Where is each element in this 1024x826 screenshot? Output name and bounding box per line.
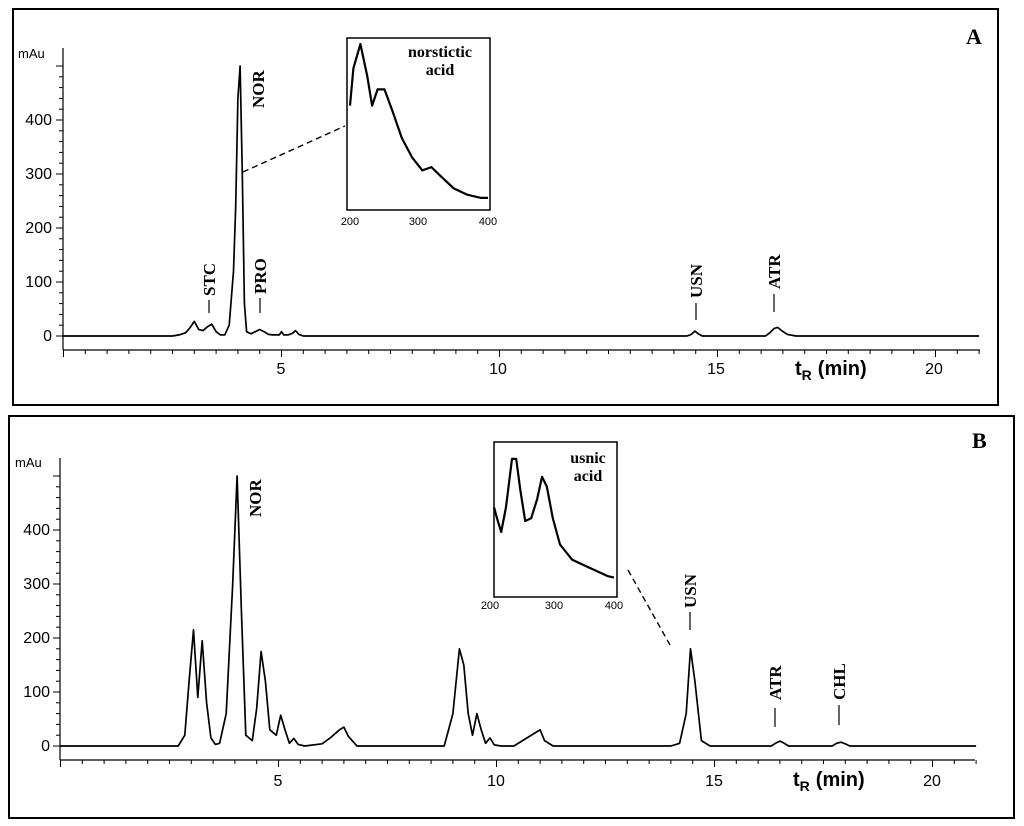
panel-a-peak-usn-label: USN — [687, 263, 706, 298]
panel-b-peak-usn-label: USN — [681, 573, 700, 608]
panel-b-xtick-15: 15 — [705, 773, 723, 790]
panel-a-peak-pro: PRO — [251, 258, 270, 313]
panel-b-peak-nor-label: NOR — [246, 479, 265, 518]
panel-b-inset-xtick-300: 300 — [545, 600, 563, 612]
panel-a-xtick-5: 5 — [277, 361, 286, 378]
panel-a-xtick-15: 15 — [707, 361, 725, 378]
panel-a-peak-usn: USN — [687, 263, 706, 320]
panel-a-xtick-10: 10 — [489, 361, 507, 378]
panel-b-ytick-0: 0 — [41, 738, 50, 755]
panel-b-inset-title-2: acid — [574, 468, 603, 485]
panel-a-y-unit: mAu — [18, 46, 45, 61]
panel-a-ytick-300: 300 — [25, 166, 52, 183]
panel-a-ytick-200: 200 — [25, 220, 52, 237]
panel-a-inset-trace — [348, 42, 488, 199]
panel-a-inset: norstictic acid 200 300 400 — [242, 37, 497, 228]
panel-b-letter: B — [972, 428, 987, 453]
panel-a-trace — [63, 65, 980, 337]
panel-b-inset-trace — [492, 457, 615, 579]
panel-b: B mAu 400 300 200 100 0 5 10 15 20 tR (mi… — [8, 415, 1015, 819]
panel-a-peak-pro-label: PRO — [251, 258, 270, 294]
panel-b-peak-usn: USN — [681, 573, 700, 630]
panel-b-xtick-10: 10 — [487, 773, 505, 790]
panel-a-peak-stc-label: STC — [200, 263, 219, 296]
panel-a-peak-stc: STC — [200, 263, 219, 313]
panel-b-ytick-300: 300 — [23, 576, 50, 593]
panel-a-peak-atr: ATR — [765, 254, 784, 312]
panel-a-letter: A — [966, 24, 982, 49]
panel-b-peak-nor: NOR — [246, 479, 265, 518]
panel-a-ytick-100: 100 — [25, 274, 52, 291]
panel-b-ytick-400: 400 — [23, 522, 50, 539]
panel-b-xtick-20: 20 — [923, 773, 941, 790]
panel-b-inset-connector — [627, 569, 671, 646]
panel-b-xtick-5: 5 — [274, 773, 283, 790]
panel-a-peak-nor-label: NOR — [249, 70, 268, 109]
panel-a-inset-xtick-300: 300 — [409, 216, 427, 228]
panel-a-minor-ticks — [56, 65, 980, 357]
panel-a: A mAu 400 300 200 100 0 5 10 15 20 tR (mi… — [12, 8, 999, 406]
panel-a-inset-xtick-400: 400 — [479, 216, 497, 228]
panel-b-ytick-100: 100 — [23, 684, 50, 701]
panel-a-inset-title-1: norstictic — [408, 44, 472, 61]
panel-a-inset-title-2: acid — [426, 62, 455, 79]
panel-b-peak-chl-label: CHL — [830, 663, 849, 700]
panel-b-minor-ticks — [53, 475, 977, 767]
panel-a-peak-atr-label: ATR — [765, 254, 784, 289]
panel-b-trace — [60, 475, 977, 747]
panel-a-x-title: tR (min) — [795, 358, 867, 383]
panel-b-inset-xtick-400: 400 — [605, 600, 623, 612]
panel-b-inset-xtick-200: 200 — [481, 600, 499, 612]
panel-b-x-title: tR (min) — [793, 769, 865, 794]
panel-b-y-unit: mAu — [15, 455, 42, 470]
panel-a-frame — [12, 8, 999, 406]
panel-a-ytick-400: 400 — [25, 112, 52, 129]
panel-b-peak-atr: ATR — [766, 665, 785, 727]
panel-a-peak-nor: NOR — [249, 70, 268, 109]
panel-a-ytick-0: 0 — [43, 328, 52, 345]
panel-b-ytick-200: 200 — [23, 630, 50, 647]
panel-b-inset-title-1: usnic — [570, 450, 606, 467]
panel-b-peak-chl: CHL — [830, 663, 849, 725]
panel-a-inset-connector — [242, 125, 346, 173]
panel-b-inset: usnic acid 200 300 400 — [481, 441, 671, 646]
panel-a-inset-xtick-200: 200 — [341, 216, 359, 228]
panel-b-peak-atr-label: ATR — [766, 665, 785, 700]
panel-a-inset-frame — [346, 37, 491, 211]
panel-a-xtick-20: 20 — [925, 361, 943, 378]
